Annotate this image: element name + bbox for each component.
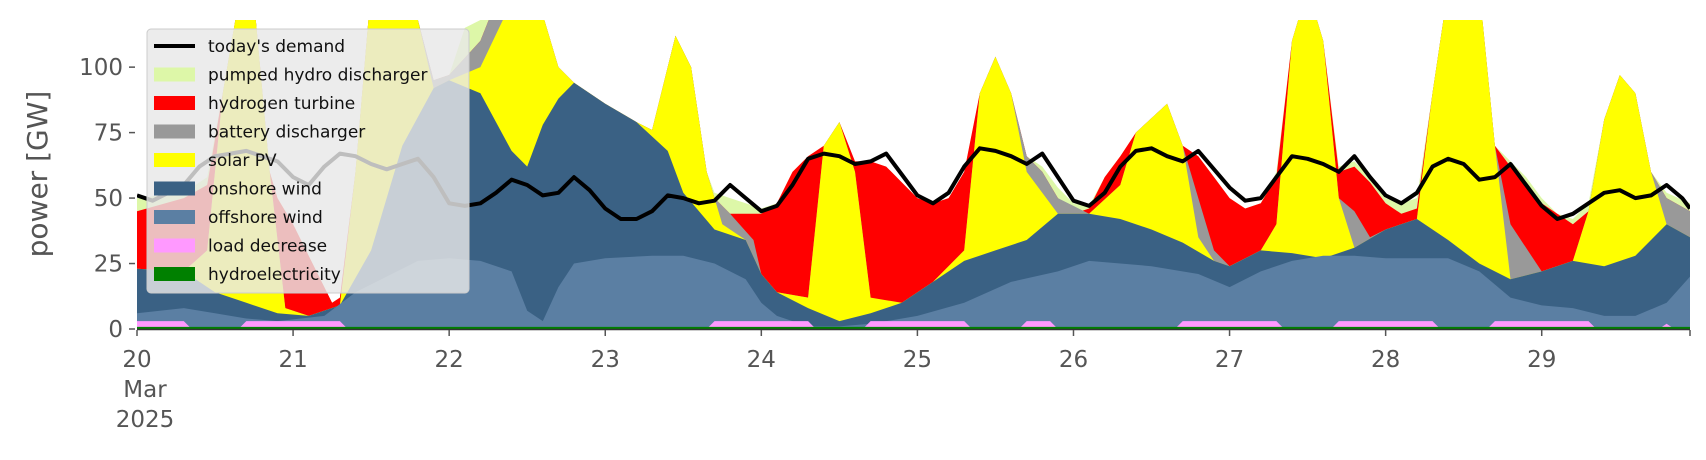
legend-swatch-battery-discharger [154, 124, 195, 139]
legend-label-battery-discharger: battery discharger [208, 123, 365, 143]
y-tick-label: 75 [94, 121, 123, 147]
legend-label-onshore-wind: onshore wind [208, 180, 322, 200]
x-tick-label: 22 [435, 347, 464, 373]
legend-swatch-hydroelectricity [154, 267, 195, 281]
area-hydroelectricity [137, 326, 1690, 329]
x-tick-label: 20 [122, 347, 151, 373]
legend-swatch-hydrogen-turbine [154, 96, 195, 110]
x-tick-label: 25 [903, 347, 932, 373]
legend-swatch-onshore-wind [154, 181, 195, 196]
x-tick-sublabel: Mar [123, 377, 167, 403]
x-tick-label: 28 [1371, 347, 1400, 373]
legend-label-hydrogen-turbine: hydrogen turbine [208, 94, 355, 114]
x-tick-label: 23 [591, 347, 620, 373]
legend-label-load-decrease: load decrease [208, 237, 327, 257]
legend-label-hydroelectricity: hydroelectricity [208, 265, 341, 285]
legend-label-pumped-hydro-discharger: pumped hydro discharger [208, 66, 427, 86]
legend-label-today-s-demand: today's demand [208, 37, 345, 57]
legend-label-offshore-wind: offshore wind [208, 208, 323, 228]
axes: 0 25 50 75 100 20 Mar 2025 21 22 23 24 25 26 27 28 29 [79, 55, 1691, 433]
y-tick-label: 25 [94, 252, 123, 278]
legend-label-solar-pv: solar PV [208, 151, 277, 171]
legend-swatch-solar-pv [154, 153, 195, 167]
area-load-decrease [137, 321, 1690, 329]
x-tick-label: 27 [1215, 347, 1244, 373]
legend-swatch-offshore-wind [154, 210, 195, 224]
y-tick-label: 50 [94, 186, 123, 212]
area-offshore-wind [137, 255, 1690, 329]
legend-swatch-load-decrease [154, 238, 195, 253]
stacked-areas [137, 20, 1690, 329]
y-tick-label: 100 [79, 55, 123, 81]
legend-swatch-pumped-hydro-discharger [154, 67, 195, 82]
x-tick-label: 29 [1527, 347, 1556, 373]
x-tick-label: 26 [1059, 347, 1088, 373]
legend-box [146, 28, 470, 294]
x-tick-label: 21 [278, 347, 307, 373]
x-tick-label: 24 [747, 347, 776, 373]
y-axis-label: power [GW] [21, 91, 54, 258]
legend: today's demand pumped hydro discharger hyd… [146, 28, 470, 294]
x-tick-sublabel: 2025 [116, 407, 175, 433]
y-tick-label: 0 [108, 317, 123, 343]
